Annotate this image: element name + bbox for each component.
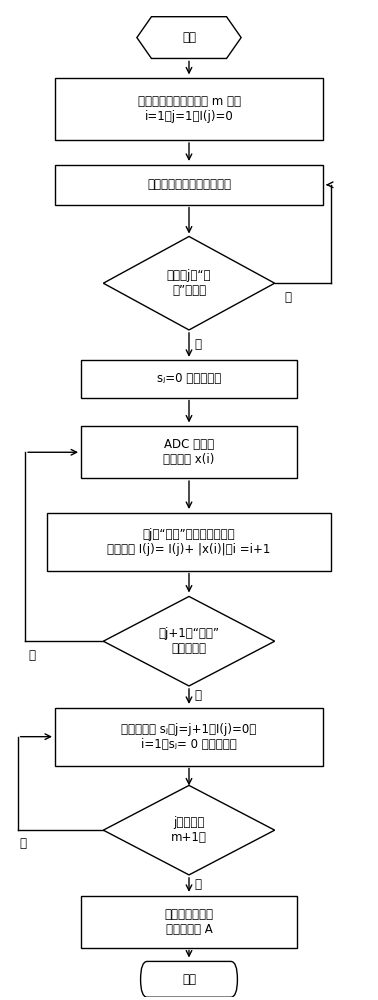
FancyBboxPatch shape — [141, 961, 237, 997]
Polygon shape — [103, 236, 275, 330]
Text: 结束: 结束 — [182, 973, 196, 986]
FancyBboxPatch shape — [48, 513, 330, 571]
FancyBboxPatch shape — [55, 165, 323, 205]
Text: j是否大于
m+1？: j是否大于 m+1？ — [171, 816, 207, 844]
Text: ADC 采样，
得采样值 x(i): ADC 采样， 得采样值 x(i) — [163, 438, 215, 466]
Text: 开启计时器、使能捕获功能: 开启计时器、使能捕获功能 — [147, 178, 231, 191]
FancyBboxPatch shape — [55, 708, 323, 766]
Text: 第j+1个“周期”
是否开始？: 第j+1个“周期” 是否开始？ — [158, 627, 220, 655]
Text: sⱼ=0 并开始计数: sⱼ=0 并开始计数 — [157, 372, 221, 385]
FancyBboxPatch shape — [55, 78, 323, 140]
Text: 是否第j个“周
期”开始？: 是否第j个“周 期”开始？ — [167, 269, 211, 297]
FancyBboxPatch shape — [81, 896, 297, 948]
Text: 开始: 开始 — [182, 31, 196, 44]
Text: 第j个“周期”内信号的绝对值
累计计算 I(j)= I(j)+ |x(i)|，i =i+1: 第j个“周期”内信号的绝对值 累计计算 I(j)= I(j)+ |x(i)|，i… — [107, 528, 271, 556]
Text: 否: 否 — [20, 837, 26, 850]
Text: 是: 是 — [195, 338, 201, 351]
Text: 接受上位机指令，获得 m 值，
i=1，j=1，I(j)=0: 接受上位机指令，获得 m 值， i=1，j=1，I(j)=0 — [138, 95, 240, 123]
Text: 否: 否 — [29, 649, 36, 662]
Text: 校正平均计算，
得信号幅值 A: 校正平均计算， 得信号幅值 A — [164, 908, 214, 936]
Text: 否: 否 — [284, 291, 291, 304]
FancyBboxPatch shape — [81, 426, 297, 478]
FancyBboxPatch shape — [81, 360, 297, 398]
Polygon shape — [137, 17, 241, 58]
Polygon shape — [103, 785, 275, 875]
Text: 读计数器值 sⱼ，j=j+1，I(j)=0，
i=1，sⱼ= 0 并开始计数: 读计数器值 sⱼ，j=j+1，I(j)=0， i=1，sⱼ= 0 并开始计数 — [121, 723, 257, 751]
Text: 是: 是 — [195, 878, 201, 891]
Text: 是: 是 — [195, 689, 201, 702]
Polygon shape — [103, 596, 275, 686]
